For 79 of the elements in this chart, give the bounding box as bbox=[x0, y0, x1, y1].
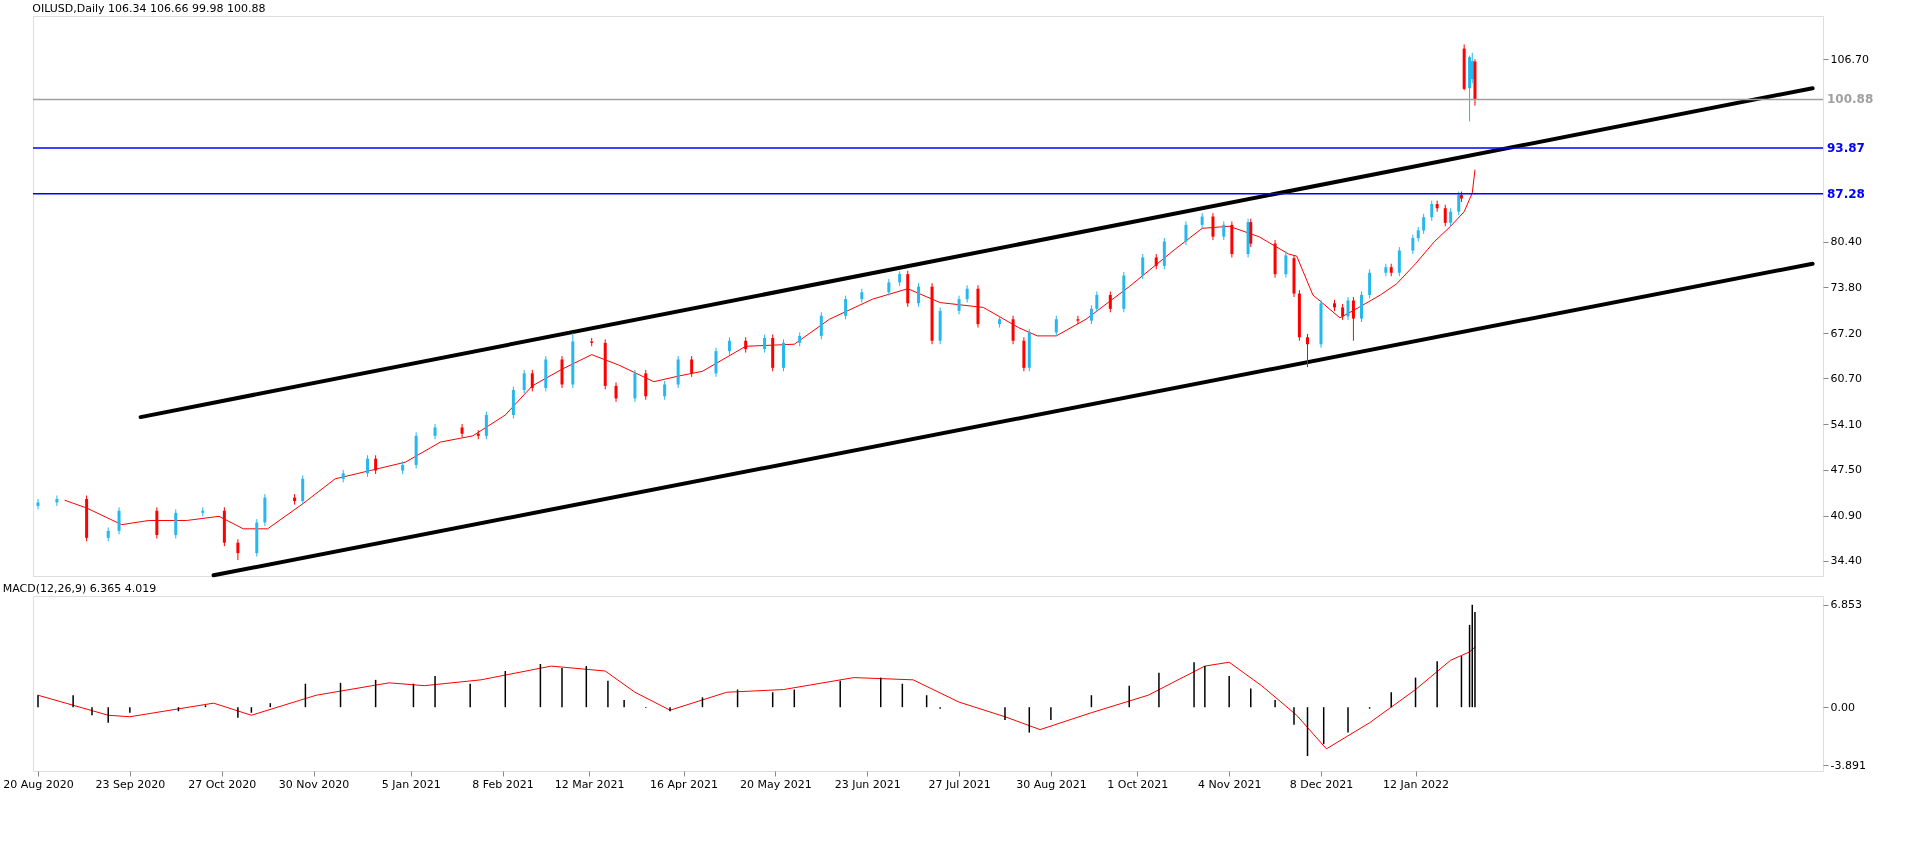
candlestick bbox=[1397, 246, 1401, 277]
candlestick bbox=[1054, 315, 1058, 337]
y-tick-label: 67.20 bbox=[1830, 326, 1862, 340]
x-tick-label: 5 Jan 2021 bbox=[381, 777, 441, 791]
candlestick bbox=[460, 423, 464, 438]
candlestick bbox=[236, 538, 240, 561]
y-tick-label: 80.40 bbox=[1830, 235, 1862, 249]
candlestick bbox=[1360, 290, 1364, 323]
y-tick-label: 54.10 bbox=[1830, 417, 1862, 431]
candlestick bbox=[1076, 315, 1080, 325]
candlestick bbox=[1306, 333, 1309, 368]
candlestick bbox=[1011, 315, 1015, 345]
y-tick-label: 60.70 bbox=[1830, 371, 1862, 385]
x-tick-label: 16 Apr 2021 bbox=[650, 777, 719, 791]
ref-line-label: 93.87 bbox=[1827, 141, 1865, 156]
candlestick bbox=[690, 355, 694, 378]
candlestick bbox=[819, 311, 823, 340]
x-tick-label: 30 Nov 2020 bbox=[278, 777, 350, 791]
x-tick-label: 12 Jan 2022 bbox=[1383, 777, 1450, 791]
candlestick bbox=[1089, 304, 1093, 325]
x-tick-label: 20 Aug 2020 bbox=[3, 777, 74, 791]
y-tick-label: 0.00 bbox=[1830, 700, 1855, 714]
candlestick bbox=[55, 495, 59, 507]
candlestick bbox=[1184, 220, 1188, 246]
candlestick bbox=[1422, 213, 1426, 235]
candlestick bbox=[644, 369, 648, 401]
candlestick bbox=[1141, 253, 1145, 280]
x-tick-label: 23 Sep 2020 bbox=[95, 777, 166, 791]
y-tick-label: 73.80 bbox=[1830, 280, 1862, 294]
y-tick-label: 34.40 bbox=[1830, 554, 1862, 568]
candlestick bbox=[1249, 218, 1253, 248]
candlestick bbox=[1108, 290, 1112, 313]
x-tick-label: 8 Feb 2021 bbox=[472, 777, 534, 791]
y-tick-label: 6.853 bbox=[1830, 598, 1862, 612]
candlestick bbox=[763, 334, 767, 354]
candlestick bbox=[1430, 200, 1434, 222]
candlestick bbox=[301, 474, 305, 506]
candlestick bbox=[484, 411, 488, 440]
candlestick bbox=[530, 369, 534, 392]
candlestick bbox=[366, 454, 370, 478]
x-tick-label: 4 Nov 2021 bbox=[1197, 777, 1262, 791]
candlestick bbox=[1346, 296, 1350, 321]
candlestick bbox=[174, 508, 178, 540]
x-tick-label: 1 Oct 2021 bbox=[1107, 777, 1169, 791]
y-tick-label: 40.90 bbox=[1830, 509, 1862, 523]
candlestick bbox=[917, 282, 921, 308]
ref-line-label: 87.28 bbox=[1827, 186, 1865, 201]
candlestick bbox=[1449, 207, 1453, 227]
chart-title: OILUSD,Daily 106.34 106.66 99.98 100.88 bbox=[32, 2, 266, 15]
candlestick bbox=[1368, 268, 1372, 299]
ref-line-label: 100.88 bbox=[1827, 92, 1874, 107]
line-series bbox=[37, 646, 1476, 750]
y-tick-label: 47.50 bbox=[1830, 463, 1862, 477]
x-tick-label: 12 Mar 2021 bbox=[554, 777, 625, 791]
x-tick-label: 30 Aug 2021 bbox=[1016, 777, 1087, 791]
candlestick bbox=[1284, 251, 1288, 279]
candlestick bbox=[374, 454, 378, 475]
candlestick bbox=[36, 498, 40, 510]
y-tick-label: 106.70 bbox=[1830, 52, 1869, 66]
candlestick bbox=[1211, 212, 1215, 241]
candlestick bbox=[1443, 204, 1447, 227]
candlestick bbox=[957, 295, 961, 315]
x-tick-label: 27 Jul 2021 bbox=[928, 777, 991, 791]
candlestick bbox=[522, 369, 526, 394]
x-tick-label: 8 Dec 2021 bbox=[1289, 777, 1354, 791]
candlestick bbox=[663, 380, 667, 401]
candlestick bbox=[1222, 220, 1226, 241]
x-tick-label: 27 Oct 2020 bbox=[188, 777, 257, 791]
candlestick bbox=[1351, 296, 1355, 342]
y-tick-label: -3.891 bbox=[1830, 758, 1866, 772]
x-tick-label: 20 May 2021 bbox=[740, 777, 812, 791]
candlestick bbox=[714, 347, 718, 378]
chart-title: MACD(12,26,9) 6.365 4.019 bbox=[2, 582, 157, 595]
candlestick bbox=[844, 295, 848, 320]
x-tick-label: 23 Jun 2021 bbox=[834, 777, 901, 791]
candlestick bbox=[117, 506, 121, 535]
candlestick bbox=[1411, 234, 1415, 255]
candlestick bbox=[1095, 290, 1099, 313]
candlestick bbox=[614, 381, 618, 403]
